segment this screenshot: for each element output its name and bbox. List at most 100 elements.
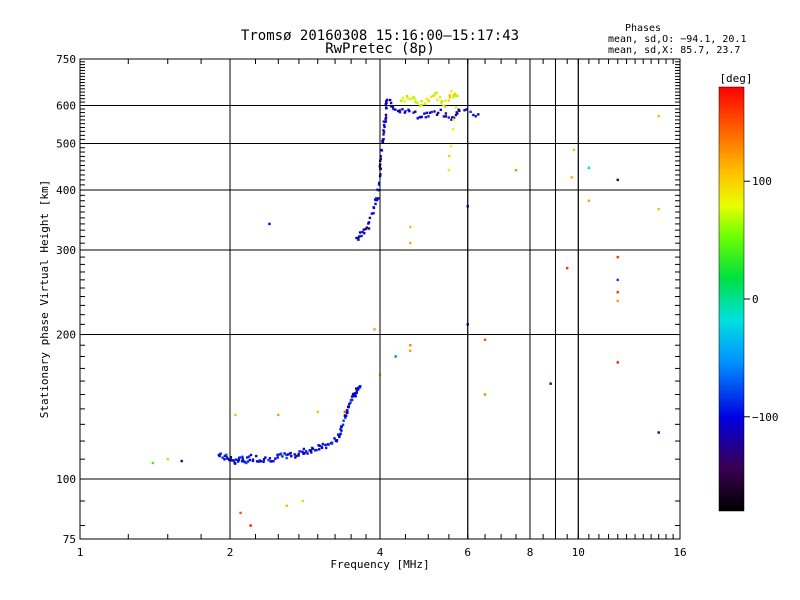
data-point [311,447,315,450]
data-point [234,458,238,461]
x-tick-label: 2 [227,546,234,559]
data-point [336,433,340,436]
data-point [350,398,354,402]
data-point [249,524,252,527]
data-point [313,449,317,452]
x-tick-label: 4 [377,546,384,559]
data-point [317,444,320,447]
y-tick-label: 300 [56,244,76,257]
data-point [439,108,443,112]
data-point [463,109,466,112]
axis-ticks: 1 2 4 6 8 10 16 75 100 200 300 400 500 600 750 [56,53,687,559]
data-point [414,110,417,113]
data-point [297,452,300,456]
data-point [426,97,429,101]
data-point [219,452,222,455]
data-point [258,459,261,462]
data-point [407,108,410,112]
data-point [223,454,227,458]
data-point [435,91,438,94]
data-point [420,103,423,107]
data-point [474,115,477,118]
data-point [342,419,345,422]
data-point [321,442,325,446]
data-point [229,455,233,459]
data-point [293,453,296,456]
data-point [381,140,384,143]
data-point [356,388,360,391]
data-point [448,94,451,97]
data-point [330,441,334,444]
data-point [416,117,419,120]
data-point [572,148,576,152]
data-point [424,116,427,119]
data-point [251,458,255,461]
data-point [259,460,263,463]
data-point [320,446,324,450]
data-point [340,425,344,428]
data-point [587,166,591,170]
data-point [234,413,237,417]
data-point [358,386,361,389]
data-point [354,394,357,397]
x-tick-label: 6 [464,546,471,559]
data-point [454,94,457,97]
data-point [377,197,380,200]
data-point [413,97,417,101]
data-point [363,232,366,235]
data-point [348,402,351,406]
data-point [276,453,279,456]
data-point [306,452,309,455]
data-point [383,125,386,129]
data-point [377,188,380,192]
data-point [472,113,475,117]
data-point [420,115,423,119]
data-point [240,460,244,463]
data-point [246,456,249,459]
x-tick-label: 8 [527,546,534,559]
data-point [408,109,411,113]
data-point [616,291,619,294]
y-axis-label: Stationary phase Virtual Height [km] [38,180,51,418]
data-point [338,435,341,439]
data-point [353,392,356,395]
data-point [285,453,288,457]
data-point [283,452,286,455]
data-point [232,459,235,463]
data-point [349,401,352,404]
data-point [297,454,300,457]
data-point [355,236,358,240]
data-point [379,157,382,161]
colorbar-tick-label: 0 [752,293,759,306]
data-point [434,91,437,95]
data-point [447,168,451,172]
data-point [376,188,379,191]
data-point [341,423,345,427]
data-point [318,444,322,448]
data-point [339,428,342,431]
data-point [370,212,374,215]
data-point [549,382,552,385]
data-point [442,104,445,107]
data-point [362,228,366,231]
y-tick-label: 75 [63,533,76,546]
colorbar-tick-label: −100 [752,411,779,424]
y-tick-label: 750 [56,53,76,66]
data-point [414,100,417,104]
data-point [378,181,381,185]
data-point [400,99,404,103]
data-point [361,230,364,234]
data-point [409,225,412,229]
data-point [453,92,457,96]
data-point [268,222,271,226]
data-point [340,429,343,432]
data-point [616,255,619,259]
data-point [303,452,306,455]
data-point [345,409,349,412]
data-point [412,111,415,114]
phase-header: Phases [625,23,661,34]
data-point [268,457,272,460]
data-point [295,454,298,458]
data-point [440,99,444,103]
x-tick-label: 1 [77,546,84,559]
